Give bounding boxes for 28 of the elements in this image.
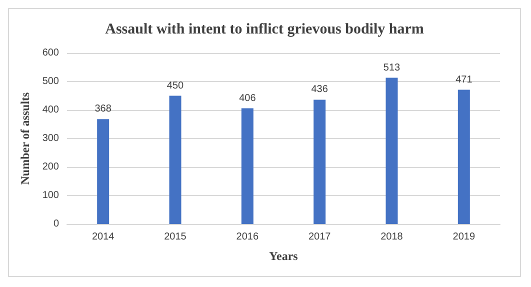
bar <box>169 96 182 224</box>
y-tick-label: 300 <box>42 133 60 144</box>
x-tick-label: 2014 <box>92 232 115 242</box>
data-label: 450 <box>166 80 184 92</box>
y-tick-label: 600 <box>42 48 60 58</box>
y-tick-label: 100 <box>42 190 60 201</box>
y-axis-title: Number of assults <box>18 92 32 185</box>
data-label: 406 <box>239 92 256 104</box>
x-tick-label: 2017 <box>308 232 332 242</box>
bar <box>97 119 110 224</box>
data-label: 368 <box>94 104 112 115</box>
data-label: 513 <box>383 62 401 74</box>
y-tick-label: 200 <box>42 162 60 172</box>
data-label: 471 <box>456 74 473 86</box>
bar <box>241 108 254 224</box>
x-tick-label: 2018 <box>380 232 404 242</box>
bar <box>386 78 398 224</box>
bar <box>314 100 326 224</box>
x-tick-label: 2015 <box>164 232 187 242</box>
x-axis-title: Years <box>269 249 298 263</box>
y-tick-label: 500 <box>42 76 60 87</box>
y-tick-label: 0 <box>53 218 60 230</box>
data-label: 436 <box>311 84 328 96</box>
y-tick-label: 400 <box>42 104 60 116</box>
x-tick-label: 2019 <box>452 232 476 242</box>
bar <box>458 90 470 224</box>
x-tick-label: 2016 <box>236 232 259 242</box>
chart-title: Assault with intent to inflict grievous bodily harm <box>105 22 424 38</box>
